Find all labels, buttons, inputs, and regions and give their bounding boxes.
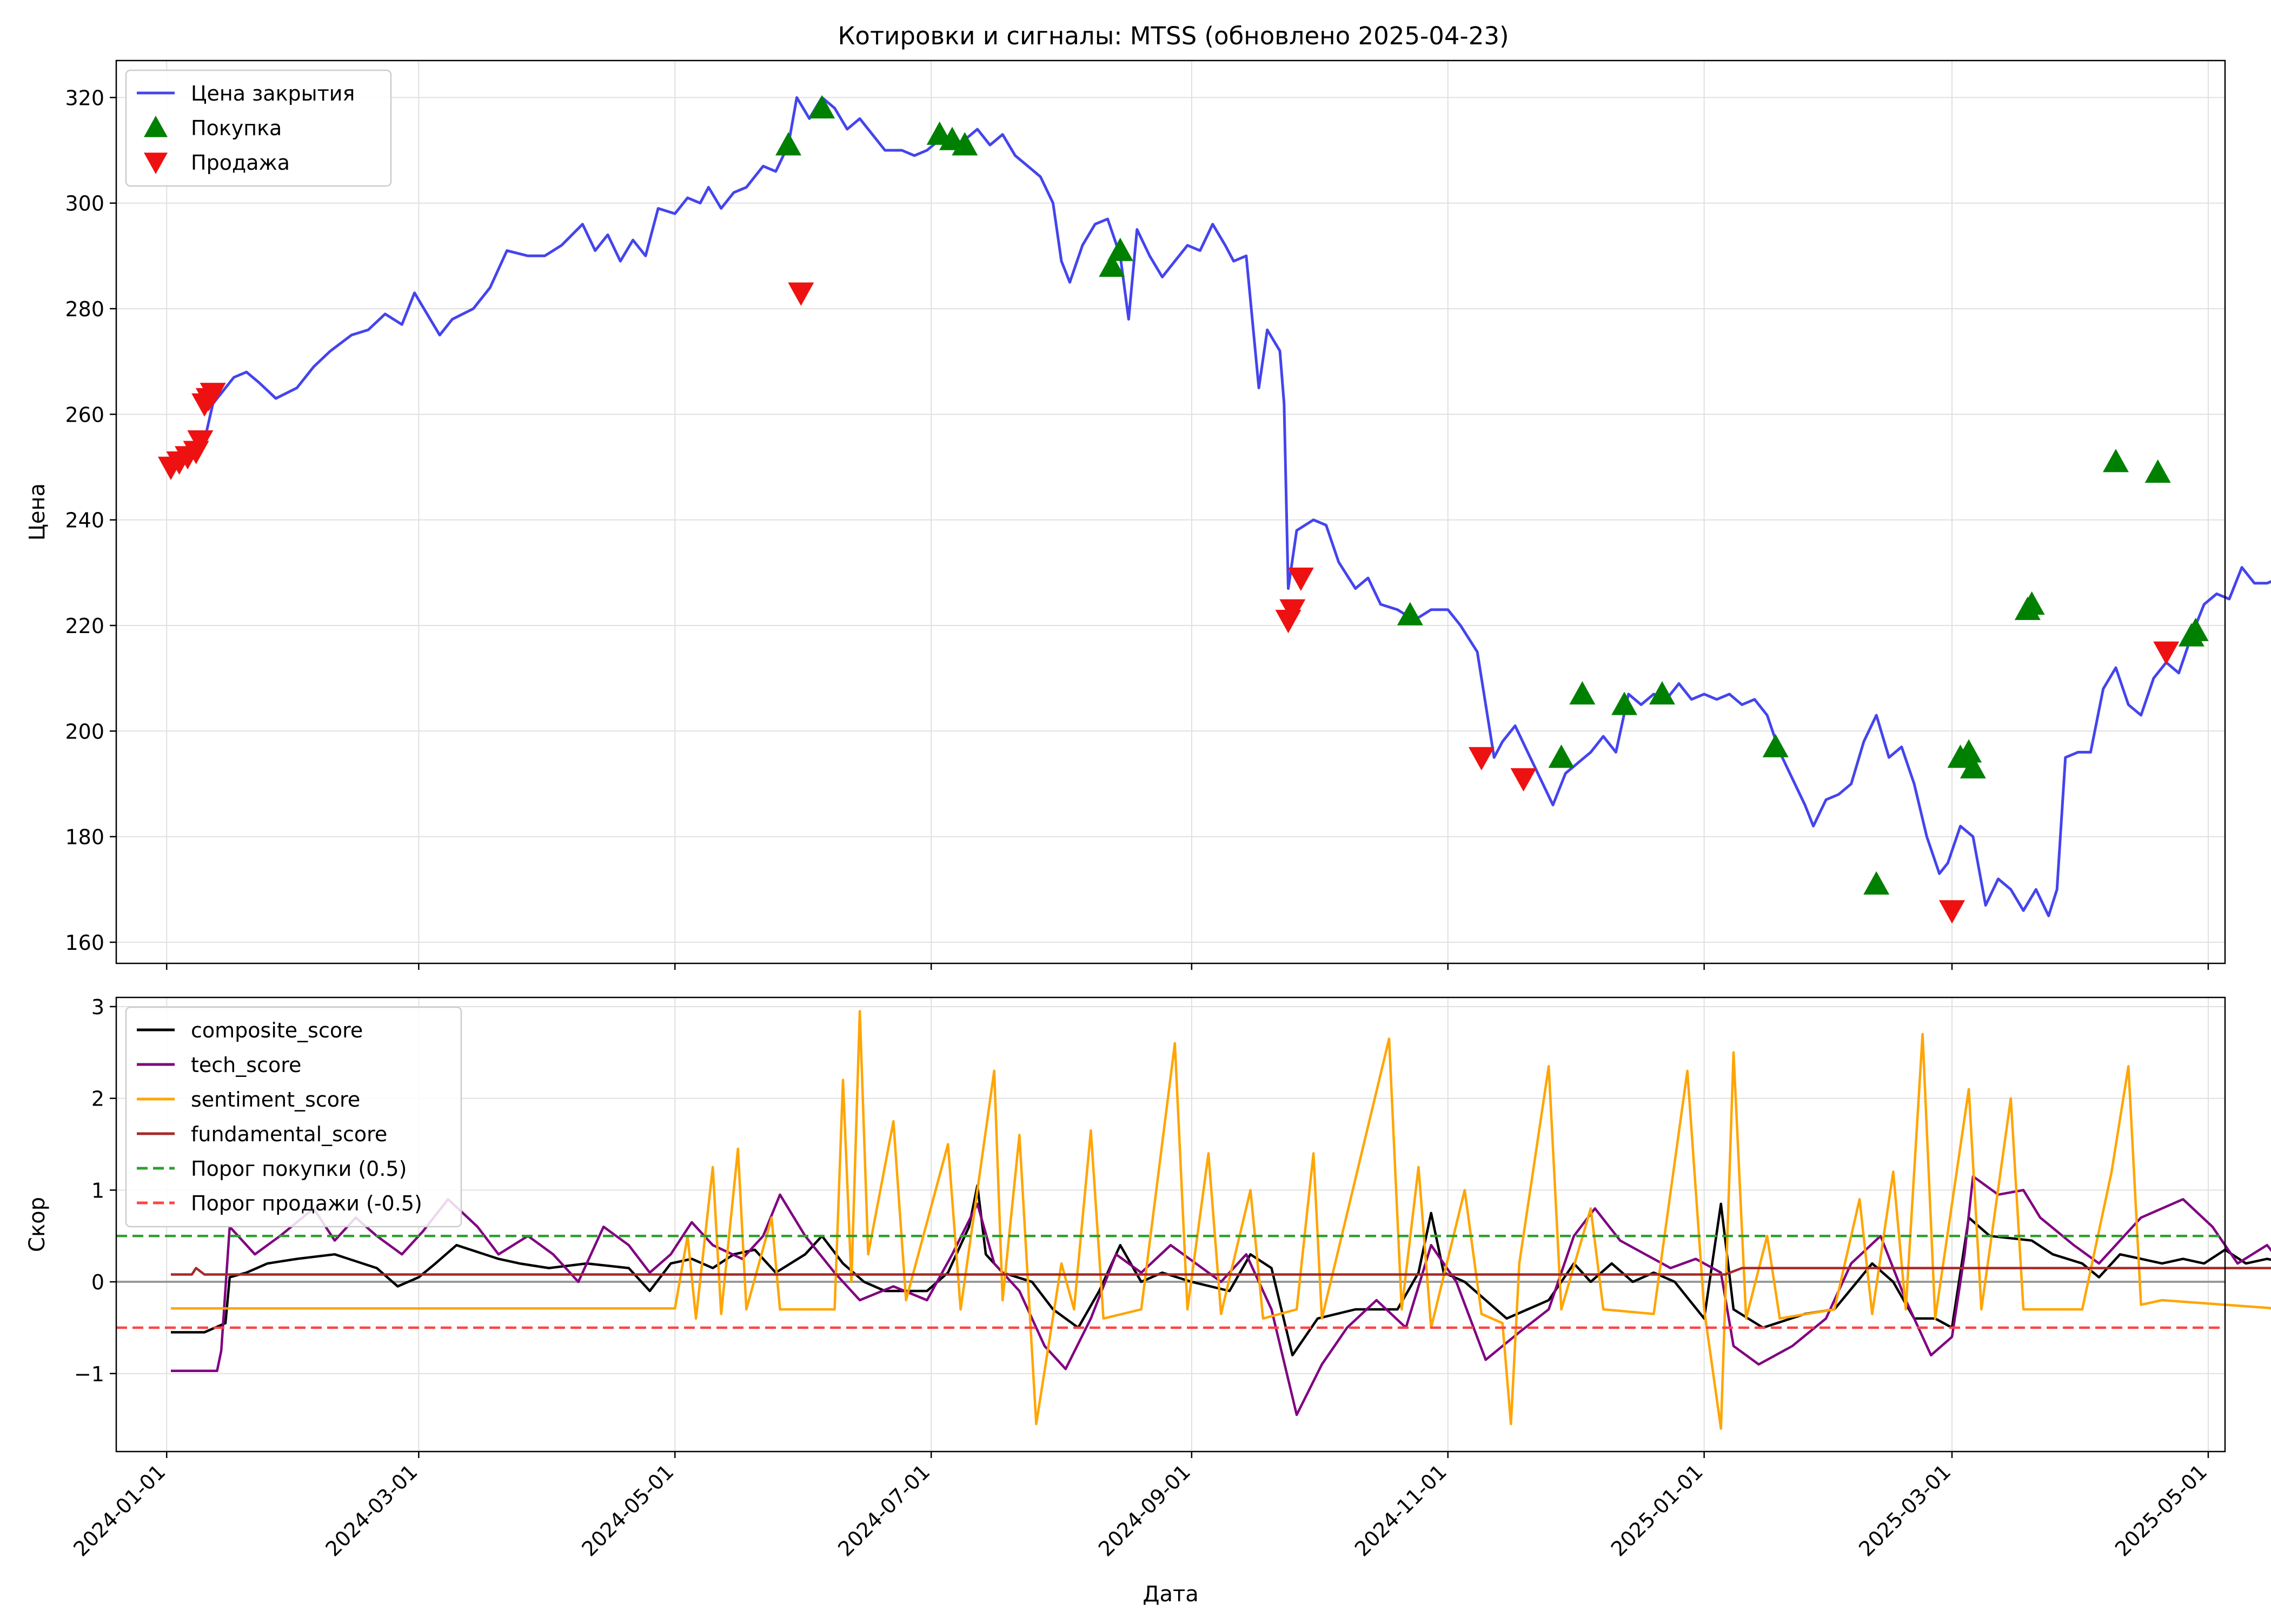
sell-marker [2153, 641, 2180, 665]
legend-box [125, 69, 392, 187]
buy-marker [1107, 237, 1133, 261]
buy-marker [1960, 755, 1986, 778]
legend-label: Порог продажи (-0.5) [191, 1192, 422, 1215]
y-axis-label: Цена [25, 483, 50, 541]
buy-marker [1548, 744, 1575, 768]
axes-frame [115, 996, 2226, 1453]
sell-marker [1287, 567, 1314, 591]
y-tick-label: 1 [91, 1179, 104, 1202]
y-tick-label: 200 [65, 720, 104, 743]
legend-label: Цена закрытия [191, 82, 355, 105]
legend-label: Покупка [191, 116, 282, 140]
buy-marker [1762, 734, 1789, 757]
buy-marker [2144, 459, 2171, 483]
chart-title: Котировки и сигналы: MTSS (обновлено 202… [838, 22, 1509, 50]
series-1-2-line [171, 1010, 2271, 1430]
y-tick-label: 300 [65, 192, 104, 216]
x-axis-label: Дата [1143, 1582, 1199, 1607]
sell-marker [187, 430, 214, 454]
sell-marker [1510, 768, 1537, 792]
sell-marker [200, 383, 226, 407]
buy-marker [2182, 617, 2209, 641]
buy-marker [1569, 681, 1596, 705]
sell-marker [1939, 900, 1965, 924]
y-tick-label: 2 [91, 1087, 104, 1111]
legend-label: sentiment_score [191, 1088, 360, 1111]
buy-marker [1099, 253, 1125, 277]
legend-swatch [144, 116, 168, 137]
price-panel: 160 180 200 220 240 260 280 300 320 Цена Цена закр… [25, 59, 2271, 970]
series-1-3-line [171, 1267, 2271, 1276]
legend-swatch [144, 152, 168, 174]
buy-marker [1649, 681, 1675, 705]
legend-label: Порог покупки (0.5) [191, 1157, 407, 1181]
legend-label: composite_score [191, 1019, 363, 1042]
y-tick-label: 260 [65, 403, 104, 427]
buy-marker [2018, 591, 2045, 615]
legend-box [125, 1006, 462, 1228]
buy-marker [775, 132, 802, 156]
y-tick-label: 240 [65, 509, 104, 533]
buy-marker [2103, 449, 2129, 472]
buy-marker [952, 132, 978, 156]
y-tick-label: 160 [65, 931, 104, 955]
y-tick-label: 0 [91, 1270, 104, 1294]
y-tick-label: 3 [91, 995, 104, 1019]
sell-marker [788, 282, 814, 306]
legend-label: tech_score [191, 1053, 301, 1077]
series-0-0-line [174, 96, 2271, 917]
sell-marker [1279, 599, 1306, 623]
axes-frame [115, 59, 2226, 964]
y-tick-label: 320 [65, 86, 104, 110]
y-tick-label: −1 [74, 1362, 104, 1386]
legend-label: Продажа [191, 151, 290, 175]
y-axis-label: Скор [25, 1197, 50, 1252]
buy-marker [1611, 691, 1638, 715]
buy-marker [1956, 739, 1982, 763]
series-1-1-line [171, 1175, 2271, 1416]
buy-marker [1863, 871, 1890, 895]
buy-marker [1397, 602, 1423, 625]
buy-marker [809, 95, 835, 119]
sell-marker [1468, 747, 1495, 771]
legend-label: fundamental_score [191, 1122, 387, 1146]
y-tick-label: 180 [65, 826, 104, 849]
y-tick-label: 220 [65, 614, 104, 638]
y-tick-label: 280 [65, 297, 104, 321]
